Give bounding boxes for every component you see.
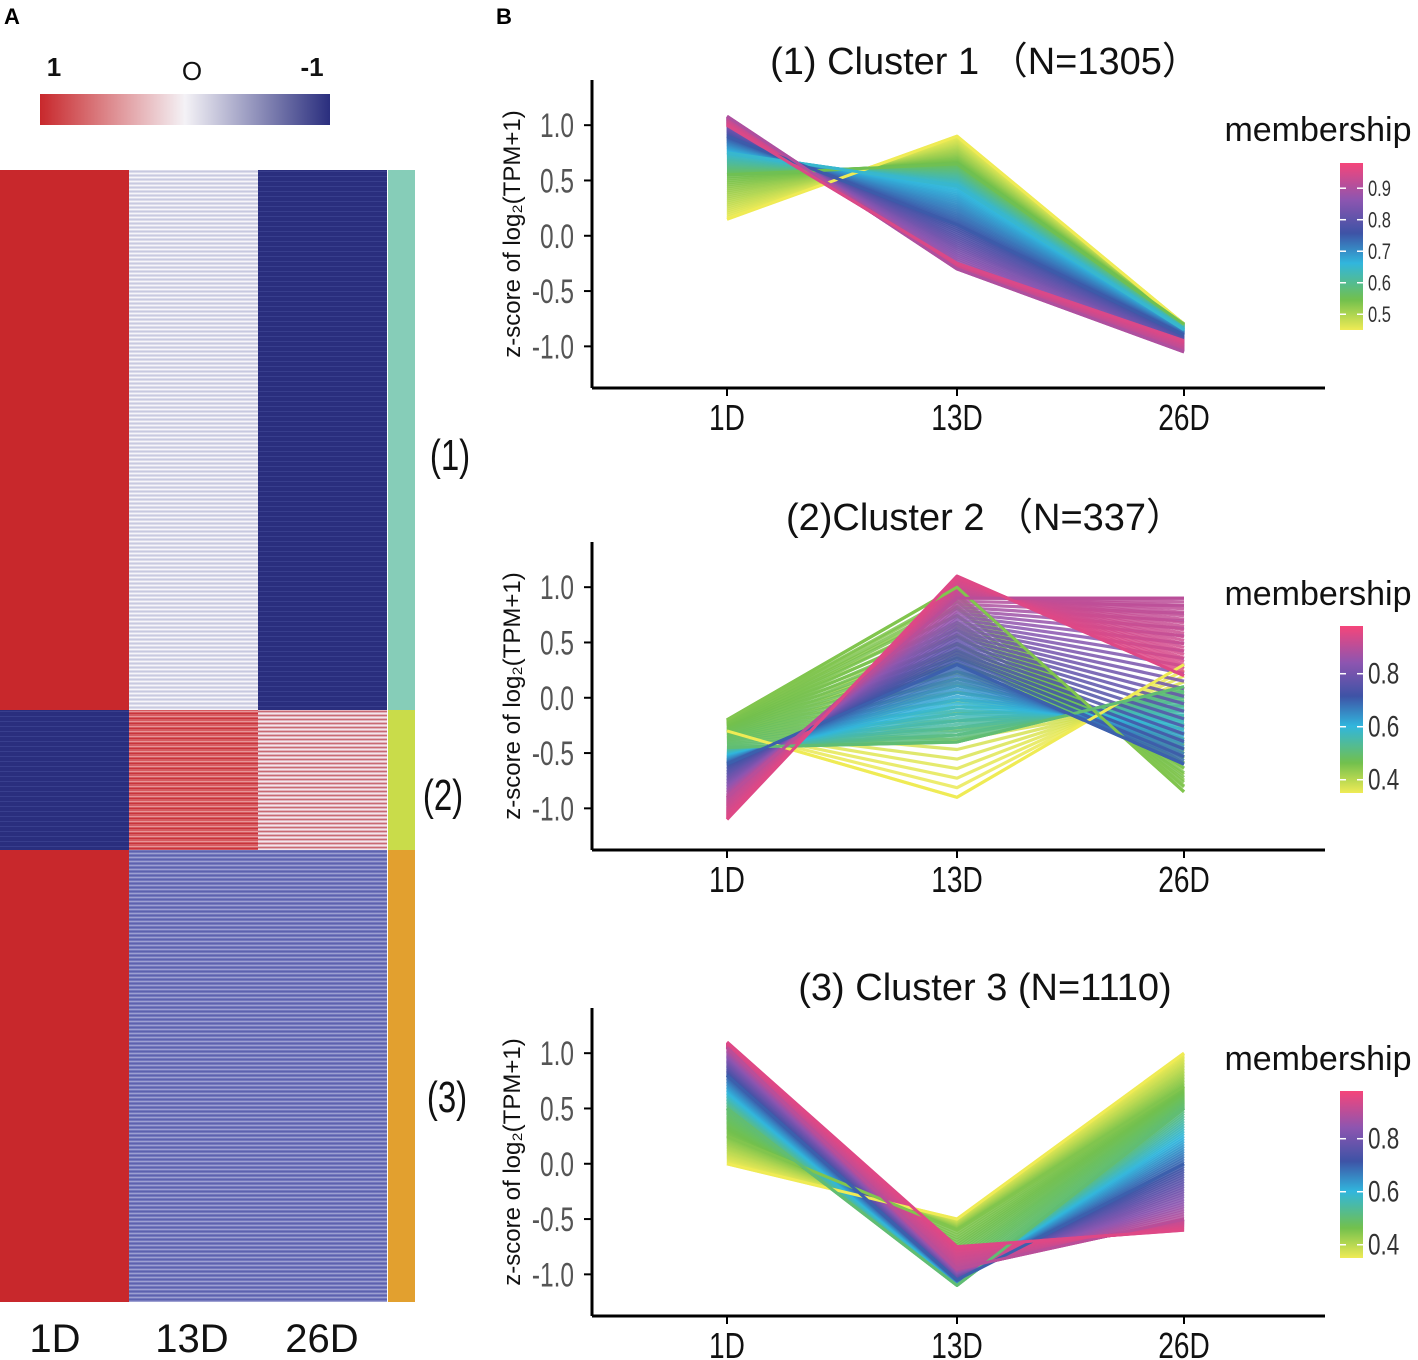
y-tick-label: 0.5 [540, 625, 574, 663]
heatmap-cell-c2-13d [129, 710, 258, 850]
y-tick-label: 1.0 [540, 107, 574, 145]
series-line [726, 663, 1185, 799]
legend-title: membership [1224, 1040, 1411, 1078]
cluster1-label: (1) [430, 432, 470, 481]
y-tick-label: 1.0 [540, 1035, 574, 1073]
heatmap-cell-c3-26d [258, 850, 387, 1302]
membership-colorbar [1340, 163, 1363, 330]
chart-title: (1) Cluster 1 （N=1305） [770, 41, 1200, 83]
legend-tick-label: 0.7 [1368, 240, 1391, 265]
x-tick-label: 1D [709, 398, 745, 438]
cluster2-chart: (2)Cluster 2 （N=337） z-score of log₂(TPM+… [499, 497, 1412, 900]
cluster2-bar [388, 710, 415, 850]
series-line [726, 115, 1185, 354]
y-tick-label: -0.5 [532, 1201, 574, 1239]
y-tick-label: 0.0 [540, 1146, 574, 1184]
series-line [726, 585, 1186, 793]
y-tick-label: -0.5 [532, 735, 574, 773]
series-line [726, 685, 1185, 749]
colorbar-low-label: -1 [300, 52, 323, 82]
series-line [726, 596, 1184, 799]
series-line [726, 1074, 1185, 1282]
legend-tick-label: 0.9 [1368, 177, 1391, 202]
panel-b-label: B [496, 4, 512, 29]
y-axis-label: z-score of log₂(TPM+1) [499, 110, 526, 357]
cluster1-chart: (1) Cluster 1 （N=1305） z-score of log₂(TP… [499, 41, 1412, 438]
y-tick-label: -1.0 [532, 1257, 574, 1295]
legend-tick-label: 0.6 [1368, 1175, 1399, 1209]
y-tick-label: -1.0 [532, 329, 574, 367]
colorbar-mid-label: O [182, 56, 202, 86]
x-tick-label: 1D [709, 1326, 745, 1360]
series-band [725, 574, 1186, 821]
y-axis-label: z-score of log₂(TPM+1) [499, 1038, 526, 1285]
cluster3-label: (3) [427, 1074, 467, 1123]
legend-tick-label: 0.5 [1368, 303, 1391, 328]
x-tick-label: 26D [1158, 1326, 1209, 1360]
membership-colorbar [1340, 1091, 1363, 1258]
series-line [726, 151, 1185, 332]
series-line [726, 1107, 1185, 1287]
x-tick-label: 1D [709, 860, 745, 900]
legend-tick-label: 0.6 [1368, 710, 1399, 744]
heatmap-col-label-13d: 13D [155, 1317, 228, 1360]
series-line [726, 1040, 1185, 1249]
x-tick-label: 26D [1158, 860, 1209, 900]
cluster3-chart: (3) Cluster 3 (N=1110) z-score of log₂(TP… [499, 967, 1412, 1360]
cluster3-bar [388, 850, 415, 1302]
heatmap-cell-c1-1d [0, 170, 129, 710]
cluster1-bar [388, 170, 415, 710]
legend-title: membership [1224, 111, 1411, 149]
heatmap-cell-c1-26d [258, 170, 387, 710]
legend-tick-label: 0.6 [1368, 272, 1391, 297]
y-tick-label: 1.0 [540, 569, 574, 607]
series-line [726, 134, 1185, 326]
heatmap-cell-c2-1d [0, 710, 129, 850]
legend-tick-label: 0.4 [1368, 763, 1399, 797]
heatmap-col-label-1d: 1D [29, 1317, 80, 1360]
chart-title: (3) Cluster 3 (N=1110) [798, 967, 1171, 1009]
x-tick-label: 26D [1158, 398, 1209, 438]
heatmap-col-label-26d: 26D [285, 1317, 358, 1360]
series-line [725, 574, 1185, 821]
series-line [726, 1051, 1185, 1221]
y-tick-label: 0.0 [540, 680, 574, 718]
legend-title: membership [1224, 575, 1411, 613]
x-tick-label: 13D [931, 860, 982, 900]
y-tick-label: 0.5 [540, 1091, 574, 1129]
y-tick-label: -1.0 [532, 791, 574, 829]
panel-a-label: A [4, 4, 20, 29]
heatmap-cell-c2-26d [258, 710, 387, 850]
legend-tick-label: 0.4 [1368, 1228, 1399, 1262]
cluster2-label: (2) [423, 772, 463, 821]
series-line [726, 123, 1185, 343]
heatmap-colorbar [40, 94, 330, 125]
heatmap-cell-c1-13d [129, 170, 258, 710]
y-axis-label: z-score of log₂(TPM+1) [499, 572, 526, 819]
chart-title: (2)Cluster 2 （N=337） [786, 497, 1184, 539]
x-tick-label: 13D [931, 398, 982, 438]
legend-tick-label: 0.8 [1368, 1122, 1399, 1156]
y-tick-label: -0.5 [532, 273, 574, 311]
legend-tick-label: 0.8 [1368, 208, 1391, 233]
heatmap [0, 170, 415, 1302]
x-tick-label: 13D [931, 1326, 982, 1360]
heatmap-cell-c3-13d [129, 850, 258, 1302]
heatmap-cell-c3-1d [0, 850, 129, 1302]
membership-colorbar [1340, 626, 1363, 793]
y-tick-label: 0.5 [540, 163, 574, 201]
y-tick-label: 0.0 [540, 218, 574, 256]
legend-tick-label: 0.8 [1368, 657, 1399, 691]
colorbar-high-label: 1 [47, 52, 61, 82]
